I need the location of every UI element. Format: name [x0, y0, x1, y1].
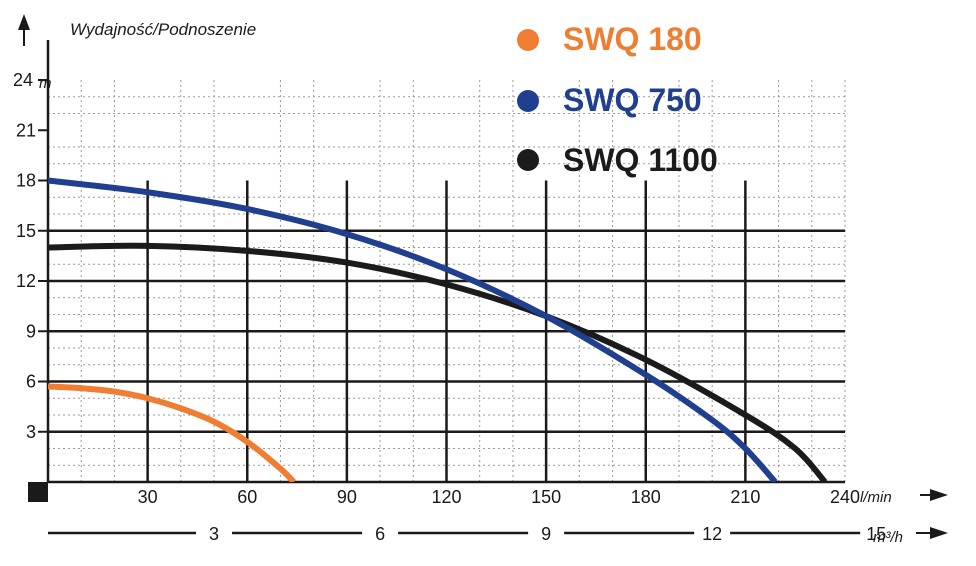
series-line-swq-1100	[48, 242, 828, 482]
x-tick-label: 150	[531, 487, 561, 507]
series-line-swq-750	[48, 177, 778, 482]
x-tick-label: 210	[730, 487, 760, 507]
x-tick-label: 30	[138, 487, 158, 507]
y-axis-arrow-icon	[18, 14, 30, 46]
x-unit-label: l/min	[860, 489, 892, 506]
legend: SWQ 180 SWQ 750 SWQ 1100	[517, 21, 718, 178]
legend-dot-swq-1100	[517, 149, 539, 171]
y-tick-label: 18	[16, 171, 36, 191]
y-tick-label: 9	[26, 321, 36, 341]
x2-tick-gap	[196, 524, 233, 542]
secondary-x-axis: 3 6 9 12 15	[48, 524, 897, 544]
x-tick-label: 60	[237, 487, 257, 507]
legend-dot-swq-180	[517, 29, 539, 51]
y-tick-label: 21	[16, 120, 36, 140]
x2-unit-label: m³/h	[873, 529, 903, 546]
legend-label-swq-1100: SWQ 1100	[563, 142, 718, 178]
y-tick-label: 6	[26, 372, 36, 392]
y-unit-label: m	[39, 75, 52, 92]
y-tick-label: 12	[16, 271, 36, 291]
x-tick-label: 120	[431, 487, 461, 507]
y-tick-label: 15	[16, 221, 36, 241]
x2-tick-label: 9	[541, 524, 551, 544]
x2-tick-gap	[860, 524, 897, 542]
x2-tick-label: 15	[866, 524, 886, 544]
legend-label-swq-180: SWQ 180	[563, 21, 702, 57]
x2-tick-label: 3	[209, 524, 219, 544]
x-tick-label: 180	[631, 487, 661, 507]
legend-dot-swq-750	[517, 90, 539, 112]
series-curves	[48, 177, 828, 482]
series-line-swq-180	[48, 383, 296, 482]
y-axis-label: Wydajność/Podnoszenie	[70, 20, 256, 39]
x2-tick-gap	[362, 524, 399, 542]
x-tick-labels: 30 60 90 120 150 180 210 240	[138, 487, 860, 507]
y-tick-label: 24	[13, 70, 33, 90]
legend-label-swq-750: SWQ 750	[563, 82, 702, 118]
x-tick-label: 90	[337, 487, 357, 507]
x2-axis-arrow-icon	[916, 527, 948, 539]
x-axis-arrow-icon	[920, 489, 948, 501]
x2-tick-gap	[694, 524, 731, 542]
y-tick-labels: 3 6 9 12 15 18 21 24	[13, 70, 48, 442]
origin-marker-icon	[28, 482, 48, 502]
major-grid	[48, 180, 845, 482]
x2-tick-gap	[528, 524, 565, 542]
y-tick-label: 3	[26, 422, 36, 442]
x2-tick-label: 6	[375, 524, 385, 544]
x-tick-label: 240	[830, 487, 860, 507]
x2-tick-label: 12	[702, 524, 722, 544]
